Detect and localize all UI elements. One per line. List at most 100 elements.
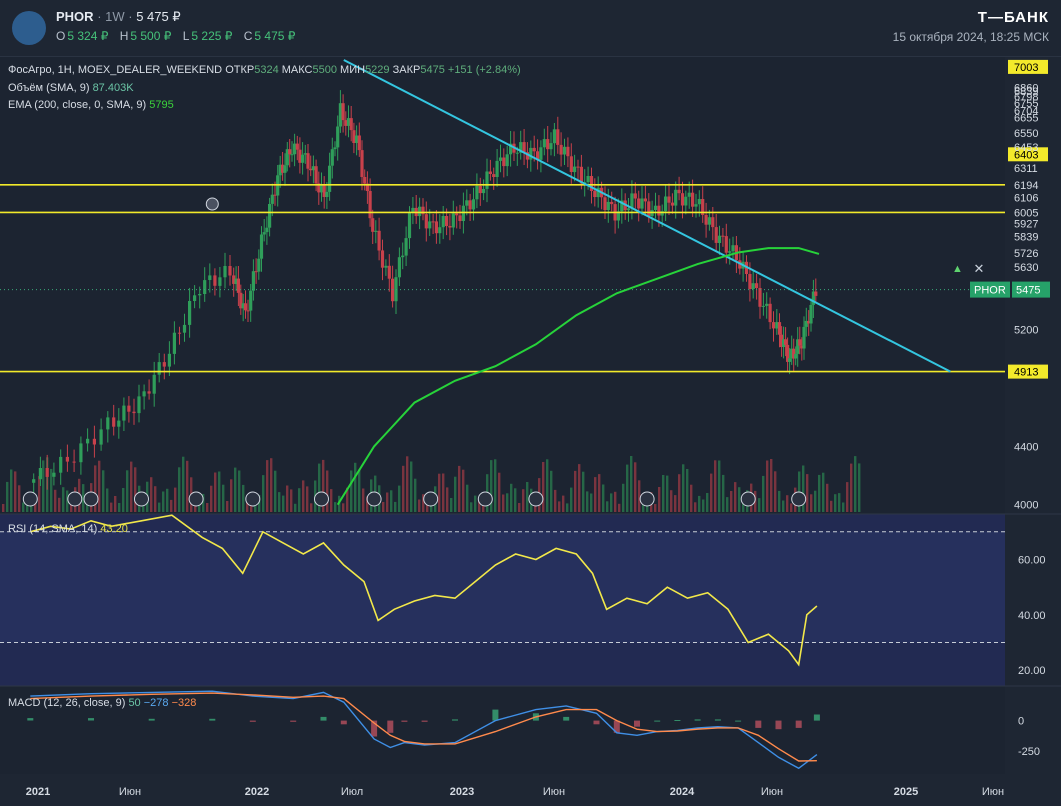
volume-bar [718,460,721,512]
candle-body [539,147,543,160]
volume-bar [446,487,449,512]
volume-bar [326,470,329,512]
volume-bar [662,475,665,512]
volume-bar [626,464,629,512]
volume-bar [478,498,481,512]
candle-body [380,250,385,268]
volume-bar [730,491,733,512]
volume-bar [654,504,657,512]
macd-histogram-bar [795,720,802,728]
price-tick-label: 6860 [1014,83,1038,95]
candle-body [349,118,353,131]
interval[interactable]: 1W [105,9,125,24]
macd-histogram-bar [340,720,347,725]
candle-body [328,165,332,192]
volume-bar [590,493,593,512]
volume-bar [362,488,365,512]
volume-bar [758,498,761,512]
macd-histogram-bar [694,719,701,721]
volume-bar [402,465,405,512]
volume-bar [10,469,13,512]
last-price: 5 475 ₽ [136,9,181,24]
bell-icon[interactable]: ▲ [952,263,963,275]
volume-bar [570,487,573,512]
macd-histogram-bar [593,720,600,725]
volume-bar [766,460,769,512]
candle-body [411,207,415,213]
candle-body [633,193,637,199]
volume-bar [134,467,137,512]
macd-histogram-bar [563,716,570,721]
candle-body [254,271,258,273]
volume-bar [458,465,461,512]
main-legend: ФосАгро, 1H, MOEX_DEALER_WEEKEND ОТКР532… [8,64,521,76]
candle-body [167,353,171,367]
dividend-marker-icon [366,491,382,507]
volume-bar [386,492,389,512]
macd-histogram-bar [813,714,820,721]
macd-histogram [27,709,820,737]
candle-body [748,274,752,289]
candle-body [290,154,294,156]
candle-body [157,362,161,375]
rsi-legend: RSI (14, SMA, 14) 43.20 [8,523,128,535]
volume-bar [454,476,457,512]
price-tick-label: 6798 [1014,92,1038,104]
volume-bar [610,493,613,512]
ema-legend: EMA (200, close, 0, SMA, 9) 5795 [8,99,174,111]
volume-bar [726,497,729,512]
candle-body [336,126,340,148]
macd-legend: MACD (12, 26, close, 9) 50 −278 −328 [8,697,196,709]
volume-bar [350,470,353,512]
candle-body [451,213,455,228]
volume-bar [586,491,589,512]
volume-bar [398,485,401,512]
dividend-marker-icon [740,491,756,507]
volume-bar [258,495,261,512]
macd-histogram-bar [88,718,94,721]
macd-histogram-bar [674,720,681,721]
candle-body [811,291,815,305]
time-tick-label: 2024 [670,786,695,798]
candle-body [475,185,479,200]
volume-bar [98,460,101,512]
candle-body [471,199,476,210]
legend-high-label: МАКС [281,64,313,76]
candle-body [147,391,151,394]
candle-body [616,211,620,221]
candle-body [653,205,658,210]
candle-body [485,171,489,189]
close-icon[interactable]: ✕ [973,261,985,276]
candle-body [802,326,806,349]
brand-logo: Т—БАНК [977,9,1049,26]
volume-bar [166,488,169,512]
candle-body [711,217,715,228]
candle-body [495,160,499,177]
volume-bar [562,495,565,512]
volume-bar [810,494,813,512]
candle-body [701,199,705,215]
legend-main-name: ФосАгро, 1H, MOEX_DEALER_WEEKEND [8,64,223,76]
candle-body [298,149,302,163]
candle-body [338,103,342,127]
last-price-tag [1012,281,1050,298]
volume-bar [2,504,5,512]
ohlc-high-value: 5 500 ₽ [130,29,172,43]
volume-bar [502,494,505,512]
volume-bar [690,484,693,512]
volume-bar [670,490,673,512]
dividend-marker-icon [83,491,99,507]
volume-bar [698,495,701,512]
volume-bar [638,480,641,512]
macd-histogram-bar [775,720,782,730]
volume-bar [110,502,113,512]
volume-bar [582,471,585,512]
volume-bar [206,503,209,512]
candle-body [522,142,526,153]
volume-bar [282,495,285,512]
rsi-band [0,531,1005,643]
price-tick-label: 6655 [1014,113,1038,125]
volume-bar [230,479,233,512]
macd-histogram-bar [371,720,378,737]
